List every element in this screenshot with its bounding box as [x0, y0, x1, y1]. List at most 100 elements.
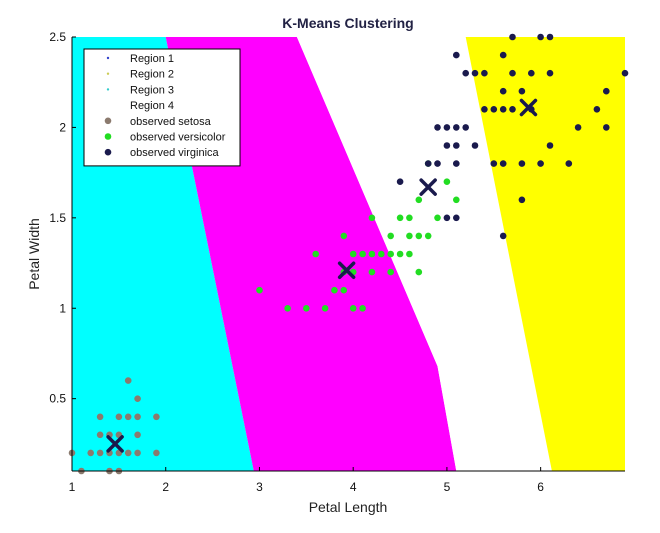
virginica-point: [499, 106, 507, 113]
legend-entry: Region 4: [130, 100, 174, 112]
virginica-point: [499, 232, 507, 240]
virginica-point: [434, 160, 441, 167]
setosa-point: [134, 395, 141, 403]
versicolor-point: [256, 286, 263, 294]
virginica-point: [396, 178, 404, 185]
versicolor-point: [359, 250, 366, 258]
versicolor-point: [321, 305, 329, 312]
legend-entry: Region 1: [106, 53, 174, 65]
centroid-marker: [337, 261, 356, 280]
y-tick-label: 1: [59, 301, 66, 315]
versicolor-point: [340, 232, 348, 240]
virginica-point: [443, 142, 451, 149]
versicolor-point: [284, 305, 291, 312]
virginica-point: [546, 69, 554, 77]
legend-entry: observed versicolor: [104, 132, 226, 144]
virginica-point: [453, 142, 460, 149]
versicolor-point: [434, 214, 441, 222]
versicolor-point: [368, 268, 376, 276]
virginica-point: [499, 160, 507, 167]
y-tick-label: 2.5: [49, 30, 66, 44]
x-tick-label: 5: [444, 480, 451, 494]
virginica-point: [537, 33, 544, 41]
versicolor-point: [368, 214, 376, 222]
legend-label: observed setosa: [130, 116, 212, 128]
virginica-point: [518, 196, 526, 204]
versicolor-point: [415, 196, 423, 204]
virginica-point: [453, 124, 460, 131]
virginica-point: [621, 69, 629, 77]
virginica-point: [509, 106, 516, 113]
virginica-point: [443, 124, 451, 131]
legend-entry: observed virginica: [104, 147, 220, 159]
versicolor-point: [359, 305, 366, 312]
virginica-point: [481, 69, 488, 77]
virginica-point: [603, 87, 610, 95]
virginica-point: [518, 87, 526, 95]
legend-marker: [106, 56, 110, 60]
virginica-point: [509, 33, 516, 41]
virginica-point: [509, 69, 516, 77]
virginica-point: [481, 106, 488, 113]
versicolor-point: [415, 268, 423, 276]
x-tick-label: 3: [256, 480, 263, 494]
y-axis-label: Petal Width: [26, 218, 42, 290]
versicolor-point: [349, 305, 357, 312]
x-tick-label: 6: [537, 480, 544, 494]
virginica-point: [443, 214, 451, 222]
versicolor-point: [406, 250, 413, 258]
virginica-point: [537, 160, 544, 167]
virginica-point: [490, 106, 498, 113]
region-3: [296, 37, 552, 471]
versicolor-point: [406, 232, 413, 240]
virginica-point: [499, 51, 507, 59]
y-axis-ticks: 0.5 1 1.5 2 2.5: [49, 30, 76, 406]
setosa-point: [153, 413, 160, 421]
legend-entry: Region 3: [106, 84, 174, 96]
versicolor-point: [312, 250, 320, 258]
virginica-point: [603, 124, 610, 131]
x-axis-ticks: 1 2 3 4 5 6: [69, 467, 544, 494]
setosa-point: [96, 431, 104, 439]
region-4: [465, 37, 625, 471]
virginica-point: [528, 69, 535, 77]
versicolor-points: [256, 160, 460, 312]
versicolor-point: [387, 268, 395, 276]
versicolor-point: [396, 250, 404, 258]
legend-marker: [104, 148, 112, 156]
versicolor-point: [406, 214, 413, 222]
versicolor-point: [453, 196, 460, 204]
centroid-markers: [106, 98, 538, 453]
setosa-point: [87, 449, 94, 457]
setosa-point: [115, 413, 123, 421]
legend-marker: [106, 88, 110, 91]
virginica-point: [490, 160, 498, 167]
setosa-point: [153, 449, 160, 457]
versicolor-point: [368, 250, 376, 258]
legend: Region 1 Region 2 Region 3 Region 4 observed…: [83, 48, 241, 167]
virginica-point: [453, 214, 460, 222]
virginica-point: [518, 160, 526, 167]
virginica-point: [546, 142, 554, 149]
setosa-point: [134, 449, 141, 457]
virginica-point: [471, 69, 479, 77]
chart-title: K-Means Clustering: [282, 15, 413, 31]
virginica-point: [565, 160, 573, 167]
legend-marker: [104, 133, 112, 140]
virginica-point: [453, 160, 460, 167]
versicolor-point: [443, 178, 451, 185]
virginica-point: [424, 160, 432, 167]
x-tick-label: 2: [162, 480, 169, 494]
versicolor-point: [387, 232, 395, 240]
y-tick-label: 2: [59, 120, 66, 134]
versicolor-point: [340, 286, 348, 294]
legend-label: Region 3: [130, 84, 174, 96]
virginica-point: [574, 124, 582, 131]
setosa-point: [124, 377, 132, 384]
virginica-point: [546, 33, 554, 41]
legend-entry: observed setosa: [104, 116, 212, 128]
centroid-marker: [519, 98, 538, 117]
legend-marker: [104, 117, 112, 125]
legend-marker: [106, 72, 110, 75]
